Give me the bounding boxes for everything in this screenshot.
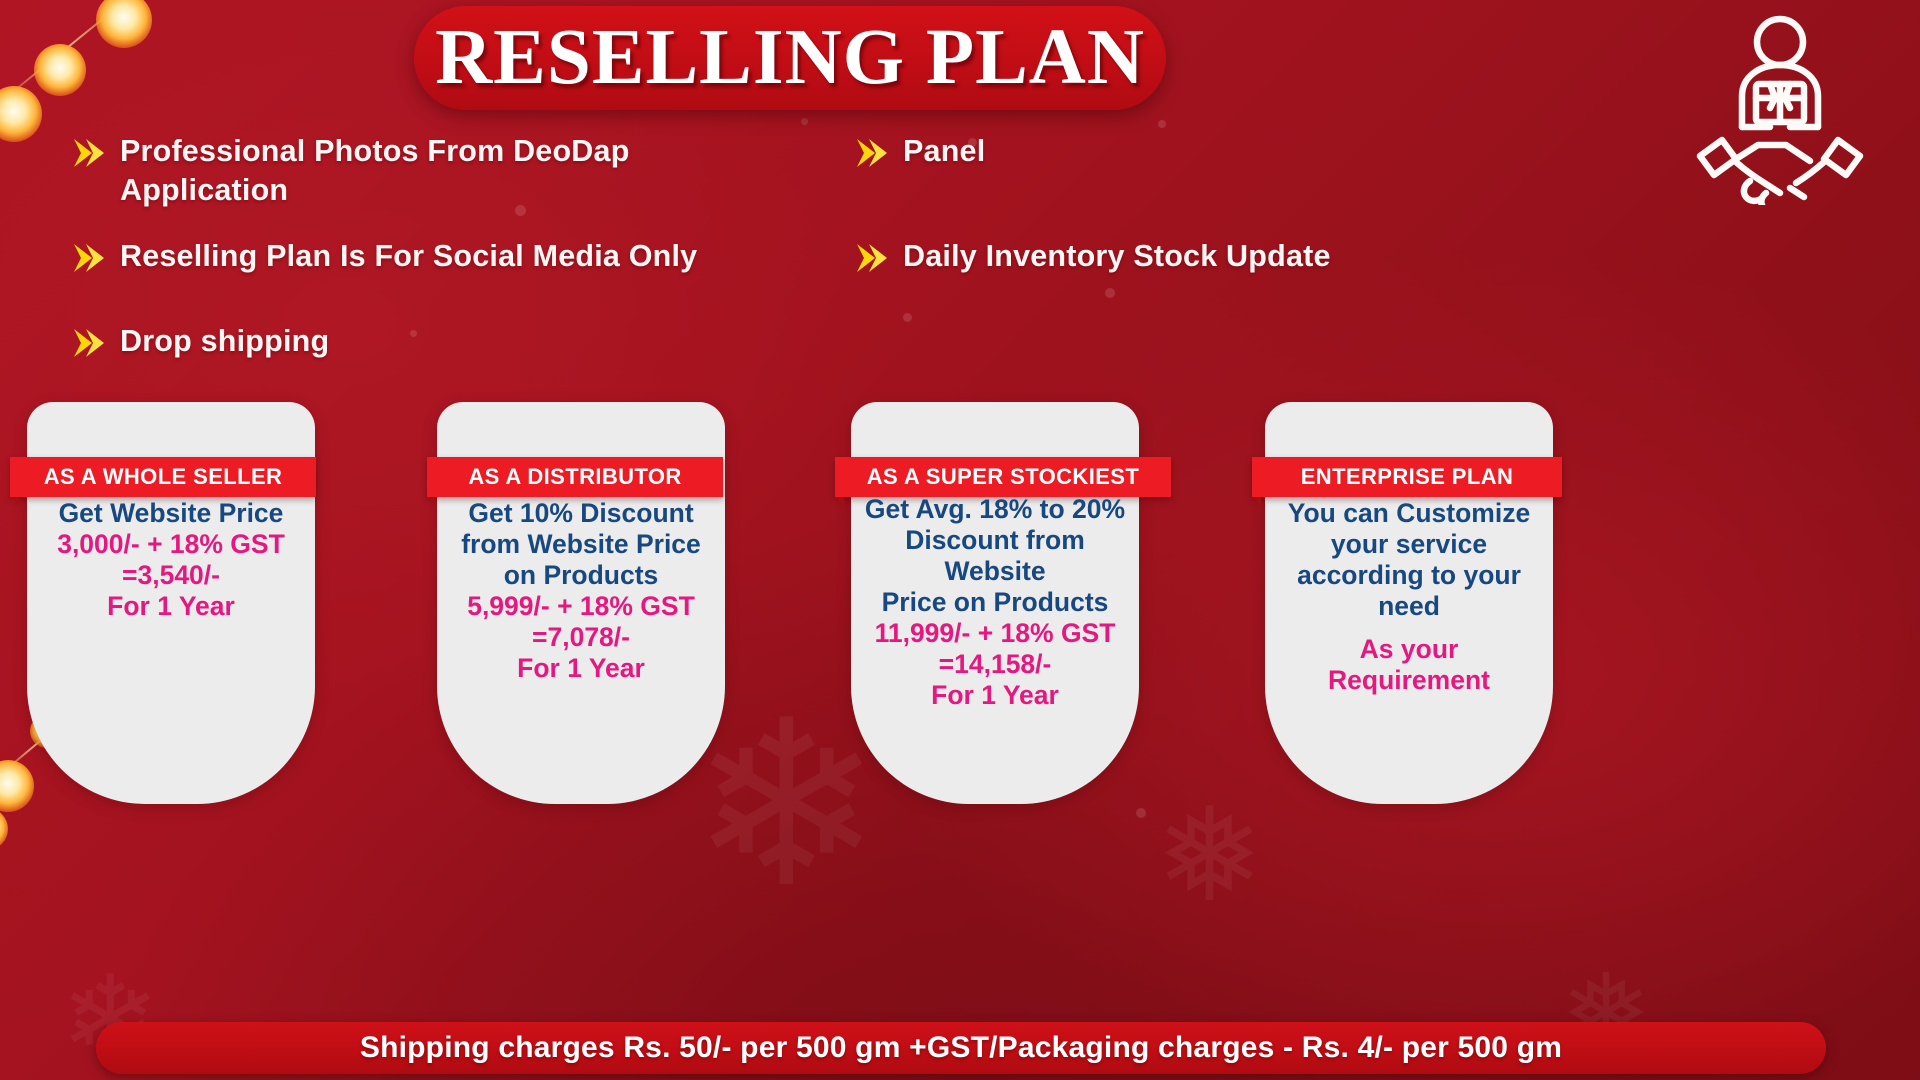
plan-desc-line: Get 10% Discount bbox=[468, 498, 694, 528]
feature-item-2: Drop shipping bbox=[72, 322, 492, 364]
card-content: Get Website Price 3,000/- + 18% GST =3,5… bbox=[35, 498, 307, 622]
plan-price-line: =14,158/- bbox=[938, 649, 1052, 679]
feature-label: Panel bbox=[903, 134, 986, 168]
shipping-charges-banner: Shipping charges Rs. 50/- per 500 gm +GS… bbox=[96, 1022, 1826, 1074]
plan-ribbon: AS A SUPER STOCKIEST bbox=[835, 457, 1171, 506]
plan-price-line: Requirement bbox=[1328, 665, 1490, 695]
plan-price-line: As your bbox=[1359, 634, 1459, 664]
plan-desc-line: on Products bbox=[503, 560, 659, 590]
plan-desc-line: Get Website Price bbox=[58, 498, 284, 528]
page-title-banner: RESELLING PLAN bbox=[414, 6, 1166, 110]
plan-card-group: AS A WHOLE SELLER Get Website Price 3,00… bbox=[0, 402, 1920, 822]
plan-desc-line: Website bbox=[944, 556, 1046, 586]
feature-label: Reselling Plan Is For Social Media Only bbox=[120, 239, 698, 273]
plan-ribbon-label: ENTERPRISE PLAN bbox=[1300, 464, 1514, 489]
double-chevron-right-icon bbox=[72, 242, 106, 279]
plan-card-enterprise[interactable]: ENTERPRISE PLAN You can Customize your s… bbox=[1252, 402, 1562, 804]
plan-price-line: =3,540/- bbox=[122, 560, 220, 590]
double-chevron-right-icon bbox=[72, 327, 106, 364]
plan-ribbon: AS A WHOLE SELLER bbox=[10, 457, 316, 506]
plan-ribbon: ENTERPRISE PLAN bbox=[1252, 457, 1562, 506]
plan-price-line: For 1 Year bbox=[931, 680, 1059, 710]
plan-card-super-stockiest[interactable]: AS A SUPER STOCKIEST Get Avg. 18% to 20%… bbox=[835, 402, 1171, 804]
plan-desc-line: your service bbox=[1330, 529, 1488, 559]
card-content: Get 10% Discount from Website Price on P… bbox=[445, 498, 717, 684]
feature-label: Drop shipping bbox=[120, 324, 330, 358]
double-chevron-right-icon bbox=[855, 137, 889, 174]
double-chevron-right-icon bbox=[855, 242, 889, 279]
page-title: RESELLING PLAN bbox=[435, 14, 1145, 101]
plan-price-line: 5,999/- + 18% GST bbox=[467, 591, 695, 621]
feature-item-0: Professional Photos From DeoDap Applicat… bbox=[72, 132, 772, 210]
double-chevron-right-icon bbox=[72, 137, 106, 174]
plan-desc-line: according to your bbox=[1297, 560, 1521, 590]
plan-price-line: 11,999/- + 18% GST bbox=[874, 618, 1116, 648]
plan-price-line: =7,078/- bbox=[532, 622, 630, 652]
plan-price-line: For 1 Year bbox=[517, 653, 645, 683]
plan-ribbon: AS A DISTRIBUTOR bbox=[427, 457, 723, 506]
card-content: Get Avg. 18% to 20% Discount from Websit… bbox=[837, 494, 1153, 711]
feature-label: Professional Photos From DeoDap Applicat… bbox=[120, 134, 630, 208]
plan-desc-line: Get Avg. 18% to 20% bbox=[864, 494, 1126, 524]
plan-price-line: 3,000/- + 18% GST bbox=[57, 529, 285, 559]
plan-desc-line: need bbox=[1378, 591, 1440, 621]
plan-desc-line: Price on Products bbox=[881, 587, 1109, 617]
string-lights-top-left bbox=[0, 0, 200, 142]
plan-ribbon-label: AS A SUPER STOCKIEST bbox=[866, 464, 1140, 489]
handshake-package-icon bbox=[1680, 10, 1880, 215]
plan-ribbon-label: AS A WHOLE SELLER bbox=[43, 464, 283, 489]
plan-desc-line: You can Customize bbox=[1287, 498, 1531, 528]
plan-card-distributor[interactable]: AS A DISTRIBUTOR Get 10% Discount from W… bbox=[427, 402, 725, 804]
plan-price-line: For 1 Year bbox=[107, 591, 235, 621]
feature-label: Daily Inventory Stock Update bbox=[903, 239, 1331, 273]
feature-item-4: Daily Inventory Stock Update bbox=[855, 237, 1555, 279]
shipping-charges-text: Shipping charges Rs. 50/- per 500 gm +GS… bbox=[359, 1031, 1563, 1064]
plan-card-whole-seller[interactable]: AS A WHOLE SELLER Get Website Price 3,00… bbox=[10, 402, 316, 804]
plan-ribbon-label: AS A DISTRIBUTOR bbox=[468, 464, 682, 489]
card-content: You can Customize your service according… bbox=[1273, 498, 1545, 696]
plan-desc-line: from Website Price bbox=[461, 529, 701, 559]
plan-desc-line: Discount from bbox=[905, 525, 1085, 555]
feature-item-1: Reselling Plan Is For Social Media Only bbox=[72, 237, 812, 279]
feature-item-3: Panel bbox=[855, 132, 1235, 174]
